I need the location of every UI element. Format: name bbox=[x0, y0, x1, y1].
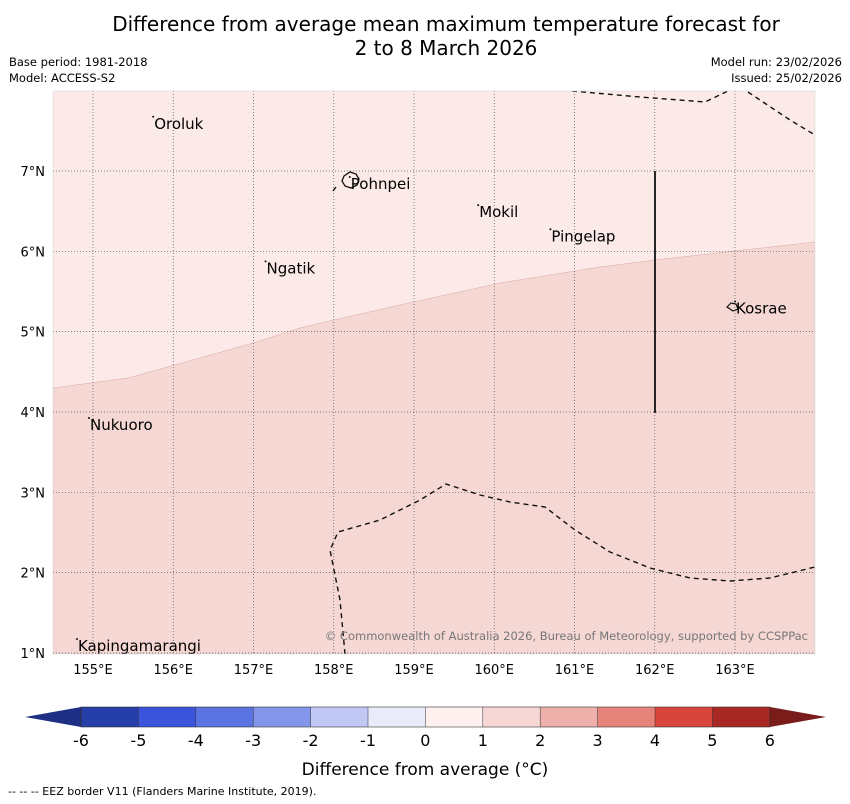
colorbar-segment bbox=[597, 707, 656, 727]
place-marker bbox=[75, 637, 78, 640]
colorbar-tick-label: -2 bbox=[303, 731, 319, 750]
colorbar-tick-label: 4 bbox=[650, 731, 660, 750]
place-label[interactable]: Mokil bbox=[479, 203, 518, 221]
mid-anomaly-band bbox=[53, 241, 815, 654]
lat-tick-label: 5°N bbox=[21, 326, 46, 341]
copyright-note: © Commonwealth of Australia 2026, Bureau… bbox=[325, 629, 808, 643]
map-title: Difference from average mean maximum tem… bbox=[0, 12, 850, 60]
lat-tick-label: 7°N bbox=[21, 165, 46, 180]
colorbar-tick-label: -4 bbox=[188, 731, 204, 750]
colorbar-tick-label: -6 bbox=[73, 731, 89, 750]
colorbar-tick-label: -3 bbox=[245, 731, 261, 750]
lon-tick-label: 162°E bbox=[635, 663, 675, 678]
colorbar-tick-label: 6 bbox=[765, 731, 775, 750]
place-labels: Oroluk Pohnpei Mokil Pingelap Ngatik Kosrae Nu… bbox=[75, 115, 787, 655]
place-label[interactable]: Pohnpei bbox=[351, 175, 411, 193]
place-label[interactable]: Nukuoro bbox=[90, 416, 153, 434]
kosrae-island bbox=[726, 302, 739, 312]
colorbar-tick-label: 0 bbox=[420, 731, 430, 750]
place-label[interactable]: Kosrae bbox=[736, 300, 787, 318]
colorbar-segment bbox=[712, 707, 771, 727]
place-marker bbox=[152, 115, 155, 118]
meta-right: Model run: 23/02/2026 Issued: 25/02/2026 bbox=[711, 54, 842, 86]
colorbar-segment bbox=[253, 707, 312, 727]
place-label[interactable]: Pingelap bbox=[551, 227, 615, 245]
model-run: Model run: 23/02/2026 bbox=[710, 55, 842, 69]
map-area[interactable]: Oroluk Pohnpei Mokil Pingelap Ngatik Kosrae Nu… bbox=[53, 91, 815, 655]
place-label[interactable]: Ngatik bbox=[267, 259, 316, 277]
eez-border-south bbox=[329, 483, 815, 654]
colorbar-tick-label: 2 bbox=[535, 731, 545, 750]
lat-tick-label: 1°N bbox=[21, 647, 46, 662]
eez-border-north bbox=[571, 91, 729, 103]
lon-tick-label: 157°E bbox=[234, 663, 274, 678]
place-marker bbox=[348, 176, 351, 179]
colorbar-segment bbox=[425, 707, 484, 727]
model-name: Model: ACCESS-S2 bbox=[9, 71, 116, 85]
colorbar-tick-label: 1 bbox=[478, 731, 488, 750]
lon-tick-label: 160°E bbox=[474, 663, 514, 678]
place-label[interactable]: Kapingamarangi bbox=[78, 637, 201, 655]
place-label[interactable]: Oroluk bbox=[154, 115, 203, 133]
colorbar-segment bbox=[655, 707, 713, 727]
lat-tick-label: 4°N bbox=[21, 406, 46, 421]
place-marker bbox=[734, 300, 736, 303]
lat-tick-label: 2°N bbox=[21, 567, 46, 582]
title-line-2: 2 to 8 March 2026 bbox=[354, 36, 538, 60]
eez-border-pohnpei bbox=[332, 186, 337, 192]
meta-left: Base period: 1981-2018 Model: ACCESS-S2 bbox=[9, 54, 148, 86]
map-frame bbox=[52, 90, 816, 655]
colorbar-segment bbox=[482, 707, 541, 727]
colorbar-segment bbox=[138, 707, 197, 727]
base-period: Base period: 1981-2018 bbox=[9, 55, 148, 69]
title-line-1: Difference from average mean maximum tem… bbox=[112, 12, 780, 36]
place-marker bbox=[549, 228, 552, 231]
lon-tick-label: 163°E bbox=[715, 663, 755, 678]
axis-labels: 155°E 156°E 157°E 158°E 159°E 160°E 161°E 162°E… bbox=[21, 165, 755, 678]
colorbar-tick-label: 5 bbox=[707, 731, 717, 750]
colorbar-tick-label: 3 bbox=[593, 731, 603, 750]
colorbar-underflow bbox=[25, 707, 81, 727]
lon-tick-label: 156°E bbox=[153, 663, 193, 678]
lon-tick-label: 158°E bbox=[314, 663, 354, 678]
place-marker bbox=[264, 260, 267, 263]
colorbar-segment bbox=[310, 707, 369, 727]
pohnpei-island bbox=[341, 171, 360, 189]
lon-tick-label: 161°E bbox=[555, 663, 595, 678]
lat-tick-label: 6°N bbox=[21, 245, 46, 260]
lat-tick-label: 3°N bbox=[21, 486, 46, 501]
lon-tick-label: 159°E bbox=[394, 663, 434, 678]
colorbar-segment bbox=[368, 707, 426, 727]
colorbar-segment bbox=[195, 707, 254, 727]
colorbar-tick-label: -1 bbox=[360, 731, 376, 750]
colorbar-segment bbox=[540, 707, 599, 727]
eez-legend-note: -- -- -- EEZ border V11 (Flanders Marine… bbox=[8, 785, 317, 798]
colorbar-overflow bbox=[769, 707, 826, 727]
colorbar-tick-label: -5 bbox=[130, 731, 146, 750]
colorbar-label: Difference from average (°C) bbox=[302, 760, 549, 780]
colorbar: -6 -5 -4 -3 -2 -1 0 1 2 3 4 5 6 bbox=[25, 706, 826, 750]
lon-tick-label: 155°E bbox=[73, 663, 113, 678]
issued-date: Issued: 25/02/2026 bbox=[731, 71, 842, 85]
colorbar-segment bbox=[81, 707, 139, 727]
place-marker bbox=[87, 417, 90, 420]
eez-borders bbox=[329, 91, 815, 654]
place-marker bbox=[477, 204, 480, 207]
